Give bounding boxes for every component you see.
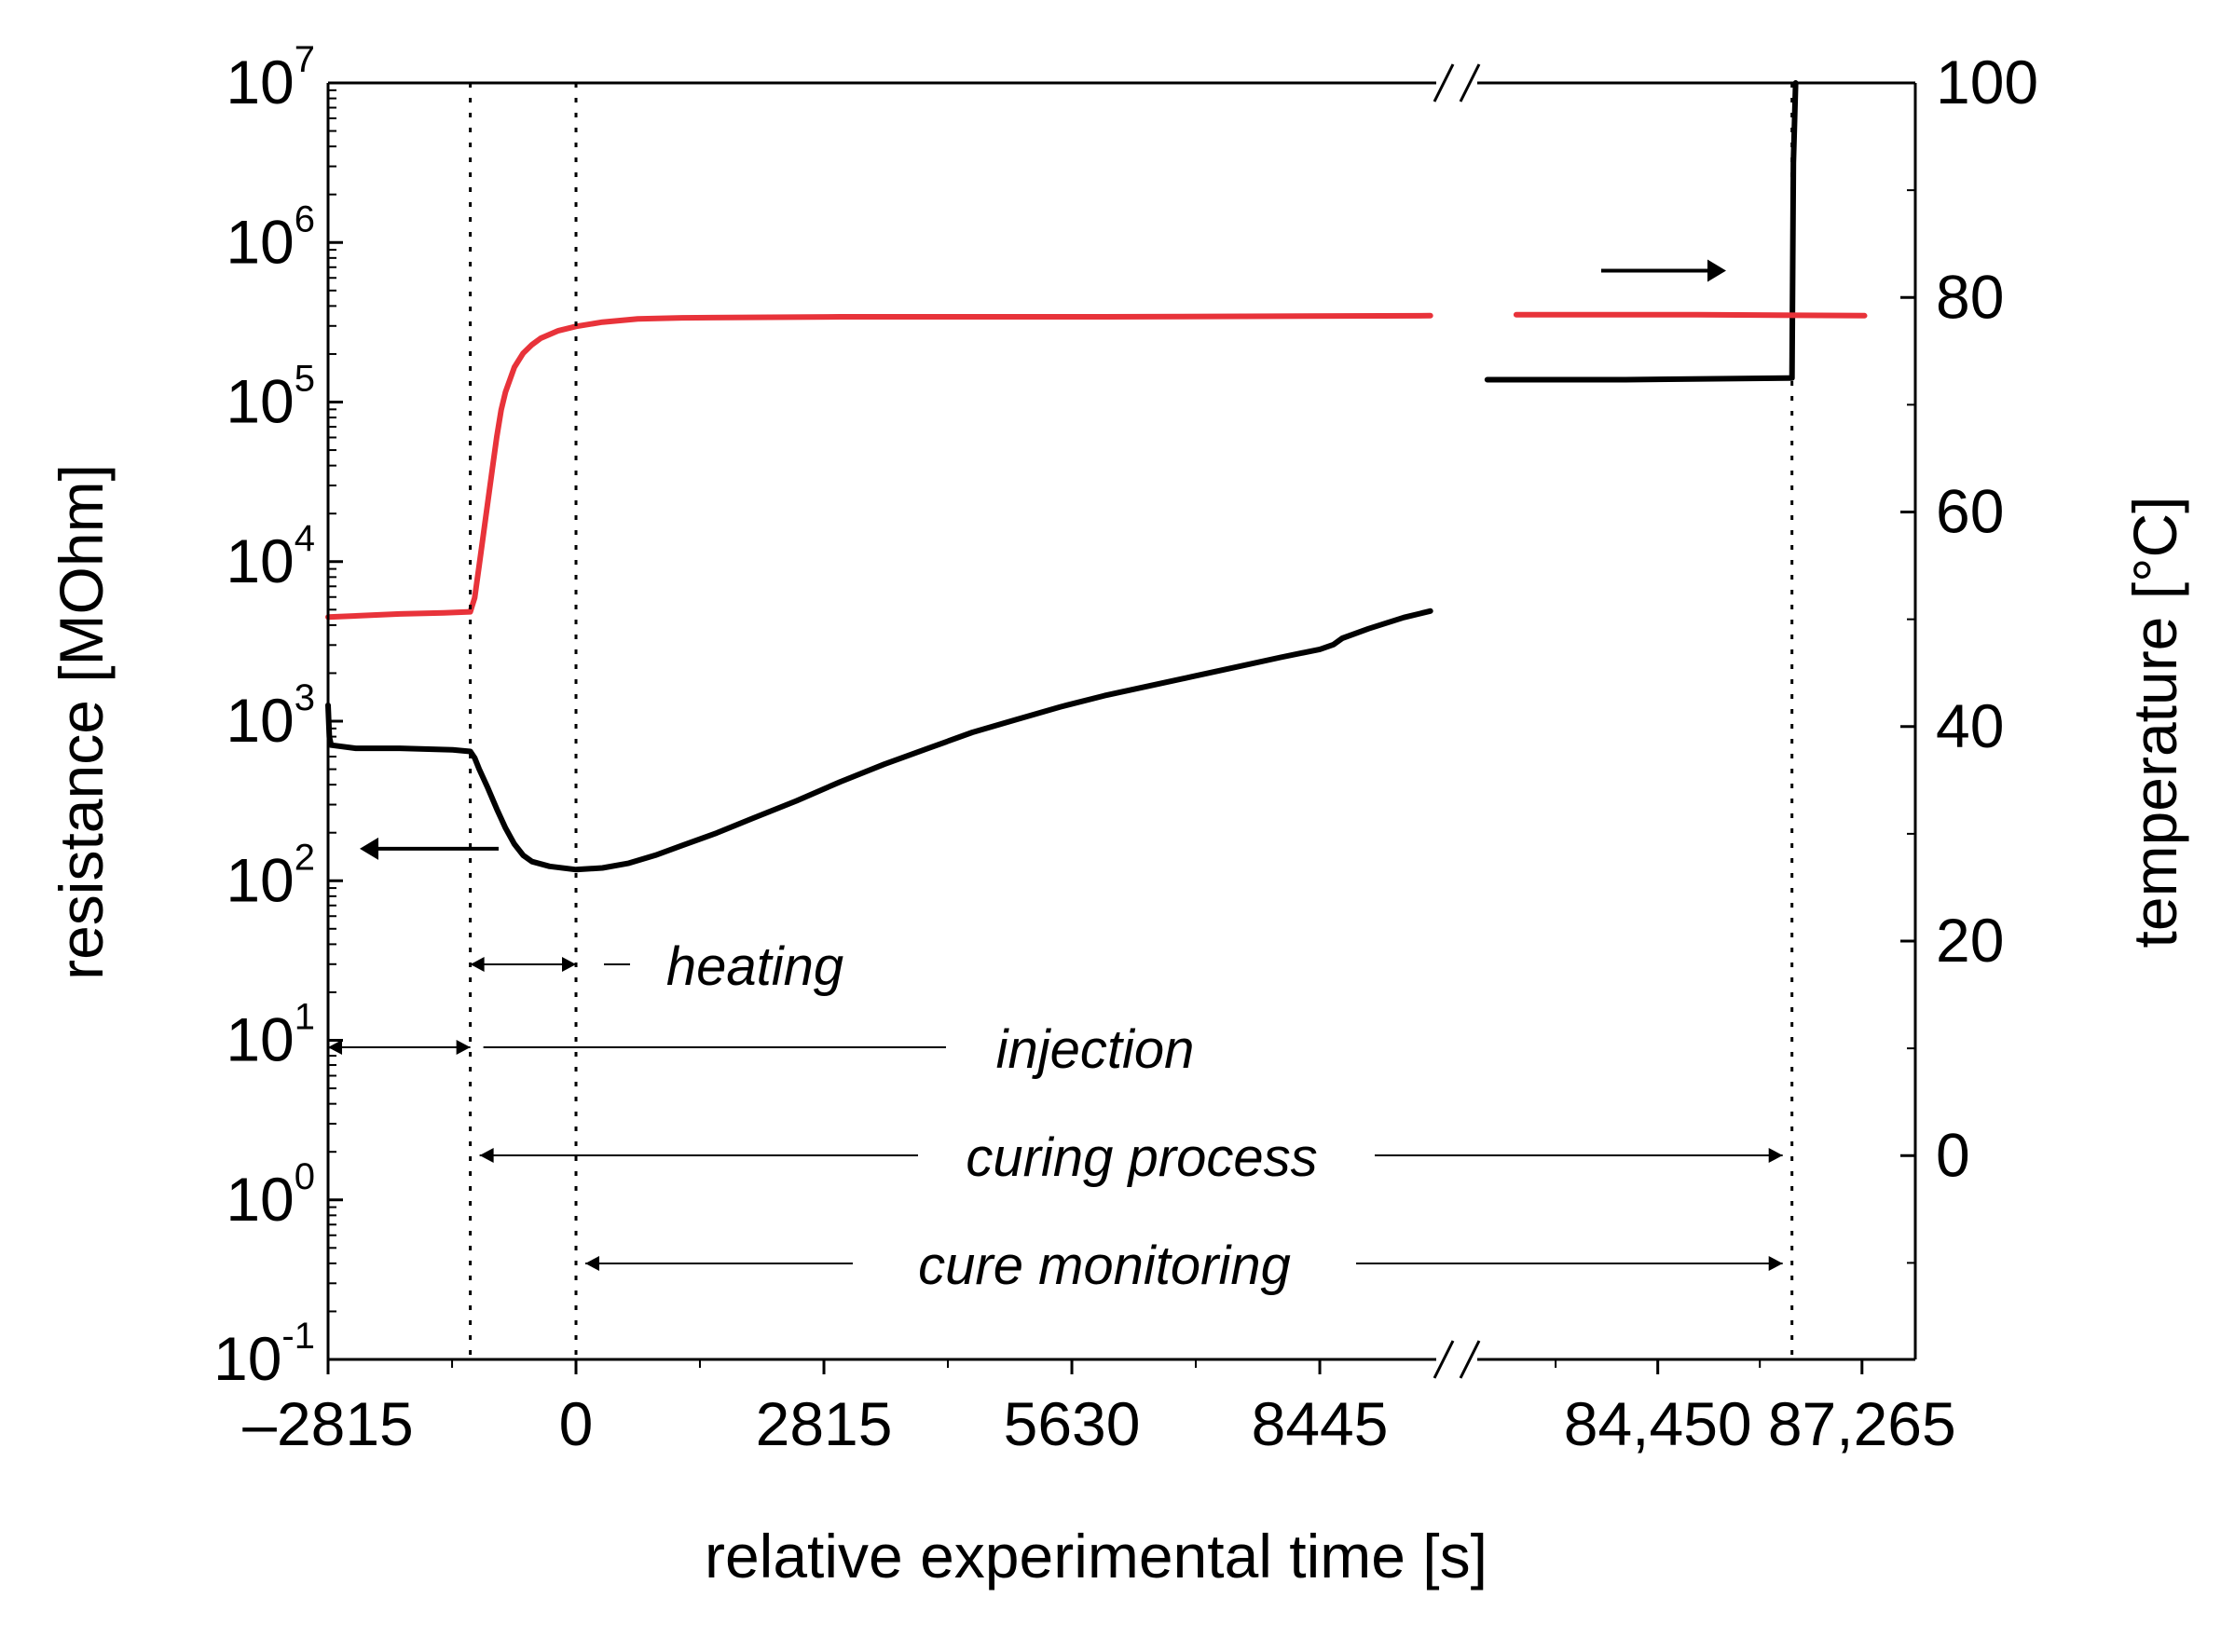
injection-arrow-left bbox=[328, 1040, 342, 1055]
y-right-tick-label: 0 bbox=[1936, 1120, 1970, 1189]
x-tick-label: 87,265 bbox=[1768, 1389, 1956, 1458]
curing-arrow-left bbox=[479, 1148, 494, 1163]
x-tick-label: –2815 bbox=[242, 1389, 414, 1458]
injection-arrow-right bbox=[456, 1040, 471, 1055]
y-left-tick-label: 106 bbox=[226, 198, 315, 276]
x-axis-title: relative experimental time [s] bbox=[705, 1522, 1488, 1591]
x-tick-label: 2815 bbox=[756, 1389, 893, 1458]
y-right-tick-label: 20 bbox=[1936, 906, 2004, 975]
left-axis-arrow-head bbox=[360, 837, 378, 860]
annotation-cure-monitoring: cure monitoring bbox=[918, 1236, 1291, 1296]
axis-break-mark bbox=[1459, 1340, 1481, 1379]
temperature-series-line bbox=[1513, 311, 1868, 319]
y-left-axis-title: resistance [MOhm] bbox=[47, 464, 116, 980]
temperature-series-line bbox=[325, 312, 1433, 621]
annotation-heating: heating bbox=[666, 936, 843, 997]
heating-arrow-right bbox=[562, 957, 577, 972]
curing-arrow-right bbox=[1768, 1148, 1783, 1163]
x-tick-label: 0 bbox=[559, 1389, 594, 1458]
y-right-tick-label: 40 bbox=[1936, 691, 2004, 760]
x-tick-label: 84,450 bbox=[1564, 1389, 1752, 1458]
x-tick-label: 8445 bbox=[1252, 1389, 1389, 1458]
heating-arrow-left bbox=[470, 957, 485, 972]
y-right-tick-label: 60 bbox=[1936, 477, 2004, 546]
monitoring-arrow-right bbox=[1768, 1256, 1783, 1271]
axis-break-mark bbox=[1433, 1340, 1455, 1379]
axis-break-mark bbox=[1459, 63, 1481, 102]
y-right-tick-label: 100 bbox=[1936, 48, 2038, 116]
resistance-series-line bbox=[1484, 80, 1799, 383]
x-tick-label: 5630 bbox=[1004, 1389, 1141, 1458]
y-right-tick-label: 80 bbox=[1936, 262, 2004, 331]
resistance-series-line bbox=[325, 608, 1433, 873]
y-right-axis-title: temperature [°C] bbox=[2120, 497, 2189, 949]
annotation-injection: injection bbox=[996, 1019, 1195, 1080]
annotation-curing-process: curing process bbox=[966, 1127, 1317, 1188]
axis-break-mark bbox=[1433, 63, 1455, 102]
monitoring-arrow-left bbox=[585, 1256, 600, 1271]
right-axis-arrow-head bbox=[1707, 259, 1726, 282]
